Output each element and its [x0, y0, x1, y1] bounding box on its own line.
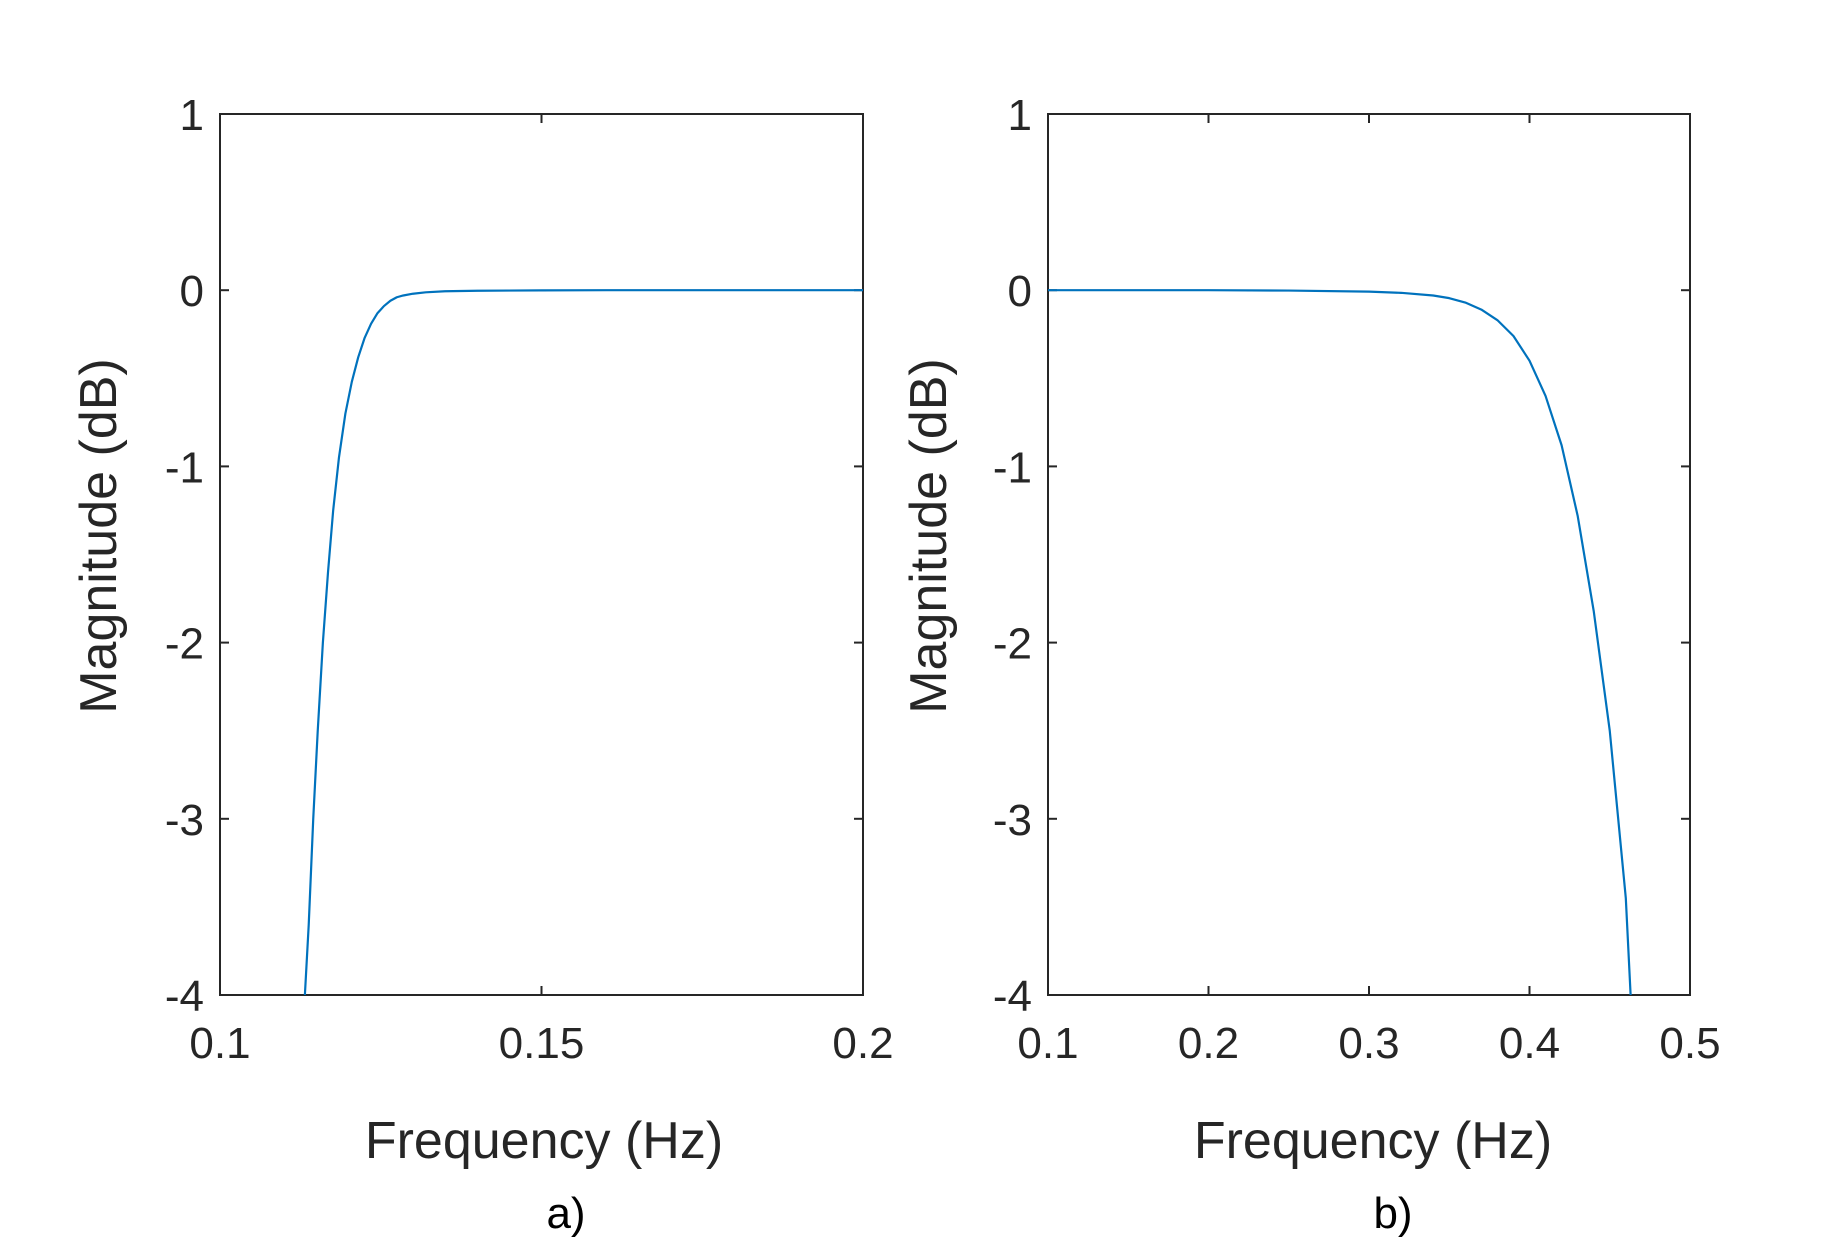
panel-a-ytick-label: 1: [180, 91, 204, 140]
panel-a-xtick-label: 0.1: [189, 1019, 250, 1068]
panel-b-ytick-label: -4: [993, 972, 1032, 1021]
panel-a-ylabel: Magnitude (dB): [70, 358, 128, 714]
panel-a-ytick-label: -2: [165, 620, 204, 669]
panel-a-xlabel: Frequency (Hz): [365, 1112, 723, 1170]
panel-b-ytick-label: 1: [1008, 91, 1032, 140]
panel-b-ytick-label: 0: [1008, 267, 1032, 316]
panel-b-series-line: [1048, 289, 1632, 996]
panel-a-xtick-label: 0.15: [499, 1019, 585, 1068]
panel-a-ytick-label: -1: [165, 443, 204, 492]
panel-b-ytick-label: -2: [993, 620, 1032, 669]
panel-b: Magnitude (dB) Frequency (Hz) b) 0.1 0.2 0…: [900, 91, 1721, 1238]
panel-a-ytick-label: -4: [165, 972, 204, 1021]
panel-b-ytick-label: -3: [993, 796, 1032, 845]
panel-a-xtick-label: 0.2: [832, 1019, 893, 1068]
panel-b-ytick-label: -1: [993, 443, 1032, 492]
panel-a-series-line: [303, 289, 863, 996]
panel-b-xtick-label: 0.1: [1017, 1019, 1078, 1068]
panel-b-xtick-label: 0.5: [1659, 1019, 1720, 1068]
panel-a: Magnitude (dB) Frequency (Hz) a) 0.1 0.15…: [70, 91, 894, 1238]
panel-b-xtick-label: 0.3: [1338, 1019, 1399, 1068]
panel-b-xlabel: Frequency (Hz): [1194, 1112, 1552, 1170]
panel-a-label: a): [546, 1189, 585, 1238]
panel-b-xtick-label: 0.2: [1178, 1019, 1239, 1068]
panel-b-ylabel: Magnitude (dB): [900, 358, 958, 714]
panel-b-xtick-label: 0.4: [1499, 1019, 1560, 1068]
panel-b-label: b): [1373, 1189, 1412, 1238]
panel-a-ytick-label: -3: [165, 796, 204, 845]
panel-a-ytick-label: 0: [180, 267, 204, 316]
